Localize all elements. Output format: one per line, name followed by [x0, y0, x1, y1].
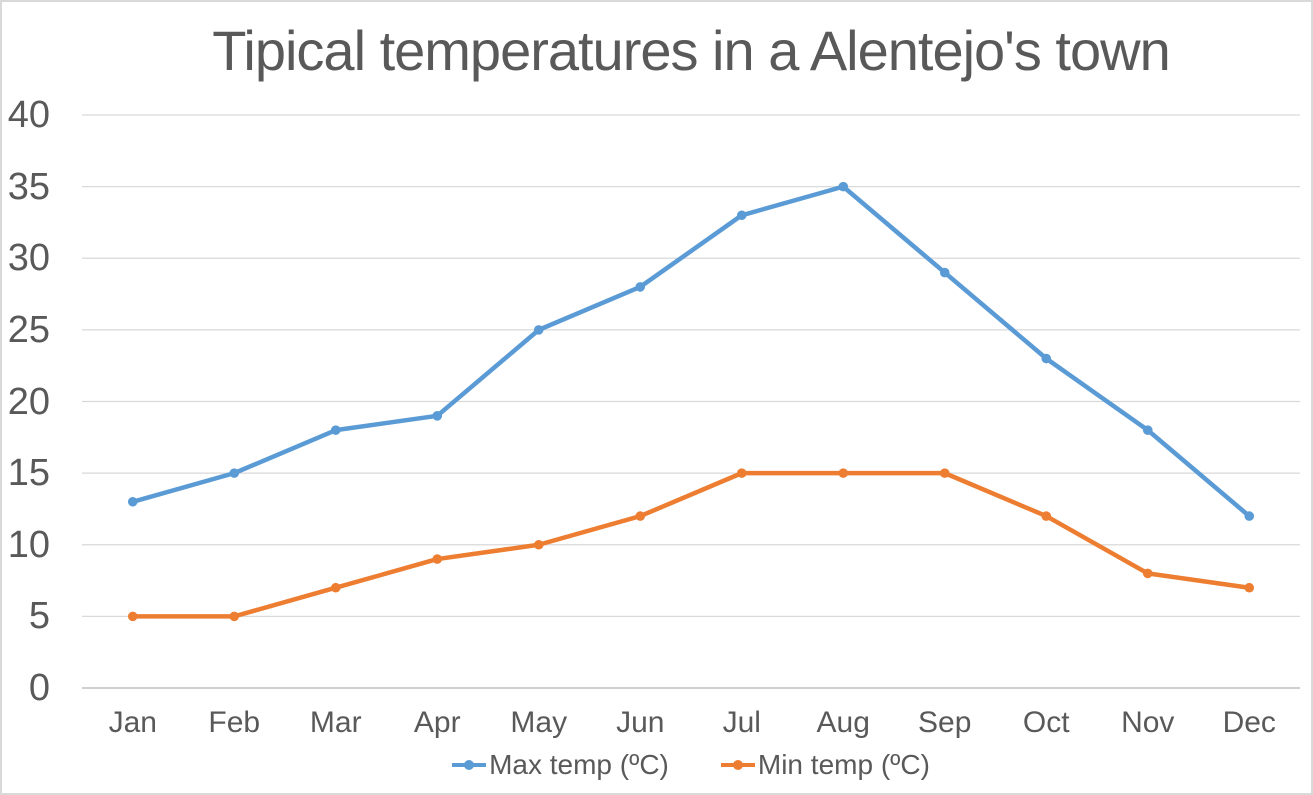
data-point-marker [1244, 582, 1255, 593]
series-line-max-temp [130, 184, 1252, 519]
data-point-marker [229, 468, 240, 478]
chart-legend: Max temp (ºC) Min temp (ºC) [82, 749, 1300, 781]
data-point-marker [939, 267, 950, 278]
data-point-marker [127, 611, 138, 622]
x-axis-tick-label: Feb [208, 706, 261, 739]
data-point-marker [432, 554, 443, 564]
x-axis-tick-label: Jan [108, 706, 157, 739]
data-point-marker [330, 582, 341, 593]
data-point-marker [1142, 568, 1153, 579]
y-axis-tick-label: 30 [7, 237, 50, 280]
legend-item-min-temp: Min temp (ºC) [720, 749, 930, 781]
legend-marker-icon [720, 760, 755, 770]
data-point-marker [1041, 353, 1052, 364]
data-point-marker [635, 282, 646, 292]
data-point-marker [229, 611, 240, 622]
legend-marker-icon [452, 760, 487, 770]
x-axis-tick-label: Mar [309, 706, 362, 739]
legend-label: Max temp (ºC) [489, 749, 669, 780]
data-point-marker [635, 511, 646, 521]
legend-label: Min temp (ºC) [757, 749, 930, 780]
x-axis-tick-label: Jul [722, 706, 761, 739]
data-point-marker [533, 325, 544, 335]
x-axis-tick-label: Oct [1022, 706, 1070, 739]
y-axis-tick-label: 25 [7, 308, 50, 351]
x-axis-tick-label: Dec [1222, 706, 1276, 739]
y-axis-tick-label: 15 [7, 452, 50, 495]
legend-item-max-temp: Max temp (ºC) [452, 749, 669, 781]
data-point-marker [838, 468, 849, 478]
data-point-marker [1041, 511, 1052, 521]
y-axis-tick-label: 10 [7, 523, 50, 566]
x-axis-tick-label: Apr [413, 706, 461, 739]
y-axis-tick-label: 35 [7, 165, 50, 208]
data-point-marker [1142, 425, 1153, 435]
y-axis-tick-label: 20 [7, 380, 50, 423]
x-axis-tick-label: Aug [816, 706, 870, 739]
x-axis-tick-label: Jun [616, 706, 665, 739]
data-point-marker [736, 210, 747, 221]
y-axis-tick-label: 40 [7, 94, 50, 136]
x-axis-tick-label: Nov [1121, 706, 1175, 739]
x-axis-tick-label: May [510, 706, 568, 739]
data-point-marker [838, 181, 849, 192]
x-axis-tick-label: Sep [918, 706, 972, 739]
y-axis-tick-label: 0 [28, 667, 50, 709]
y-axis-tick-label: 5 [28, 595, 50, 638]
data-point-marker [127, 496, 138, 507]
data-point-marker [432, 411, 443, 421]
data-point-marker [1244, 511, 1255, 521]
data-point-marker [736, 468, 747, 478]
data-point-marker [533, 539, 544, 550]
series-line-min-temp [130, 470, 1252, 619]
data-point-marker [939, 468, 950, 478]
chart-title: Tipical temperatures in a Alentejo's tow… [212, 19, 1170, 82]
data-point-marker [330, 425, 341, 435]
